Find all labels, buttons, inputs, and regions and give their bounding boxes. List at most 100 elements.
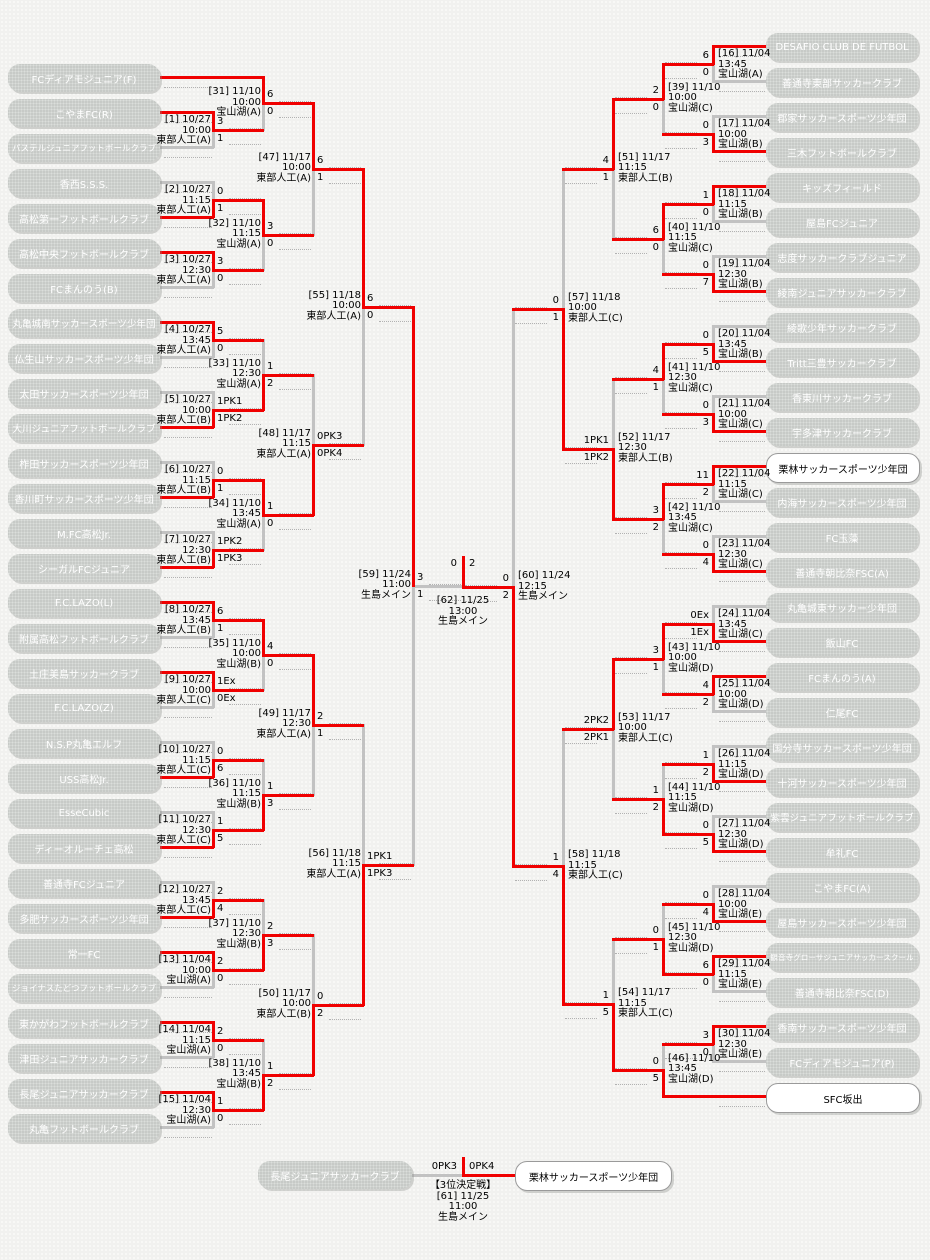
match-label: [36] 11/10 11:15 宝山湖(B) [208, 778, 261, 811]
leader-dots [665, 551, 697, 553]
leader-dots [164, 997, 212, 998]
match-score: 2 [317, 710, 324, 722]
match-venue: 宝山湖(C) [718, 489, 763, 500]
leader-dots [229, 563, 261, 565]
bracket-line [212, 1038, 264, 1042]
match-label: [37] 11/10 12:30 宝山湖(B) [208, 918, 261, 951]
match-time: 12:30 [668, 932, 697, 943]
leader-dots [515, 864, 547, 866]
leader-dots [164, 682, 212, 683]
match-score: 6 [217, 762, 224, 774]
bracket-line [212, 618, 264, 622]
team-name: 長尾ジュニアサッカークラブ [270, 1171, 400, 1183]
match-score: 1 [267, 780, 274, 792]
team-box: 志度サッカークラブジュニア [766, 243, 918, 271]
bracket-line [662, 132, 714, 136]
bracket-line [612, 447, 615, 520]
leader-dots [164, 1137, 212, 1138]
match-time: 13:45 [718, 618, 747, 630]
match-id-date: [1] 10/27 [164, 114, 211, 125]
match-score: 6 [652, 224, 659, 236]
bracket-line [612, 1003, 615, 1071]
team-box: 善通寺FCジュニア [8, 869, 160, 897]
team-box: キッズフィールド [766, 173, 918, 201]
leader-dots [719, 896, 765, 897]
match-score: 3 [702, 416, 709, 428]
bracket-line [159, 1056, 214, 1059]
match-venue: 宝山湖(A) [216, 107, 261, 119]
team-box: 津田ジュニアサッカークラブ [8, 1044, 160, 1072]
leader-dots [665, 567, 697, 569]
match-venue: 宝山湖(E) [718, 979, 763, 990]
leader-dots [279, 372, 311, 374]
match-time: 12:30 [182, 1104, 211, 1116]
bracket-line [712, 150, 767, 153]
bracket-line [159, 1126, 214, 1129]
bracket-line [712, 710, 767, 713]
match-label: [52] 11/17 12:30 東部人工(B) [618, 431, 673, 465]
team-name: 長尾ジュニアサッカークラブ [19, 1089, 149, 1101]
team-name: 善通寺FCジュニア [42, 879, 126, 891]
match-id-date: [16] 11/04 [718, 48, 771, 59]
match-venue: 宝山湖(B) [216, 658, 261, 670]
match-label: [16] 11/04 13:45 宝山湖(A) [718, 48, 771, 81]
match-venue: 東部人工(C) [156, 695, 211, 706]
match-venue: 宝山湖(C) [718, 419, 763, 430]
match-id-date: [4] 10/27 [164, 324, 211, 335]
bracket-line [159, 356, 214, 359]
leader-dots [565, 1002, 597, 1004]
leader-dots [719, 56, 765, 57]
leader-dots [329, 1002, 361, 1004]
team-box-winner: 栗林サッカースポーツ少年団 [766, 453, 920, 483]
team-name: 善通寺朝比奈FSC(A) [795, 568, 889, 580]
match-time: 11:15 [668, 232, 697, 243]
team-name: USS高松Jr. [59, 774, 109, 786]
leader-dots [665, 691, 697, 693]
leader-dots [279, 652, 311, 654]
leader-dots [665, 497, 697, 499]
team-box-winner: 栗林サッカースポーツ少年団 [515, 1161, 672, 1191]
match-id-date: [52] 11/17 [618, 431, 671, 443]
match-label: [32] 11/10 11:15 宝山湖(A) [208, 218, 261, 251]
match-score: 0 [702, 1046, 709, 1058]
match-label: [48] 11/17 11:15 東部人工(A) [256, 428, 311, 461]
leader-dots [719, 336, 765, 337]
bracket-line [212, 828, 215, 848]
match-label: [44] 11/10 11:15 宝山湖(D) [668, 782, 721, 815]
team-box: 大川ジュニアフットボールクラブ [8, 414, 160, 442]
match-time: 13:45 [182, 334, 211, 346]
match-score: 1 [417, 588, 424, 600]
team-name: こやまFC(R) [55, 109, 113, 121]
team-box: 郡家サッカースポーツ少年団 [766, 103, 918, 131]
bracket-line [662, 342, 714, 346]
match-time: 10:00 [282, 162, 311, 174]
match-venue: 宝山湖(A) [166, 1045, 211, 1056]
match-time: 13:45 [232, 1068, 261, 1079]
match-time: 11:15 [718, 198, 747, 210]
team-name: 善通寺朝比奈FSC(D) [794, 988, 890, 1000]
leader-dots [719, 91, 765, 92]
match-label: [51] 11/17 11:15 東部人工(B) [618, 152, 673, 185]
match-score: 4 [267, 640, 274, 652]
bracket-line [662, 692, 714, 696]
match-score: 3 [267, 220, 274, 232]
third-score-left: 0PK3 [431, 1161, 457, 1172]
match-label: [57] 11/18 10:00 東部人工(C) [568, 292, 623, 325]
match-score: 4 [217, 902, 224, 914]
bracket-line [212, 198, 215, 218]
match-score: 2 [652, 521, 659, 533]
leader-dots [615, 376, 647, 378]
leader-dots [229, 843, 261, 845]
bracket-line [312, 443, 364, 447]
match-time: 10:00 [182, 124, 211, 136]
bracket-line [662, 62, 714, 66]
bracket-line [612, 657, 615, 730]
bracket-line [712, 290, 767, 293]
match-score: 6 [702, 49, 709, 61]
match-id-date: [50] 11/17 [258, 987, 311, 999]
team-box: 善通寺朝比奈FSC(A) [766, 558, 918, 586]
bracket-line [462, 586, 514, 590]
bracket-line [159, 1091, 214, 1094]
team-name: 大川ジュニアフットボールクラブ [12, 424, 156, 435]
match-label: [9] 10/27 10:00 東部人工(C) [156, 674, 211, 707]
